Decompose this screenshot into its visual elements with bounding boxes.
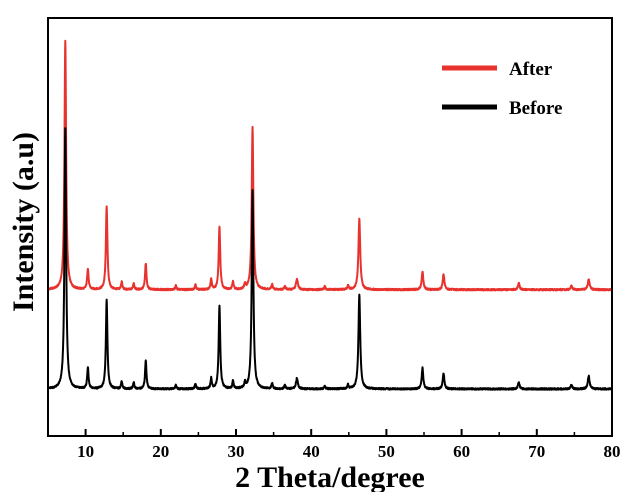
x-tick-label: 20 <box>152 442 169 461</box>
x-tick-label: 10 <box>77 442 94 461</box>
x-tick-label: 40 <box>303 442 320 461</box>
series-line-before <box>47 127 613 391</box>
series-layer <box>47 39 613 391</box>
legend: After Before <box>442 59 562 119</box>
x-tick-label: 50 <box>378 442 395 461</box>
y-axis-title: Intensity (a.u) <box>7 132 40 312</box>
x-tick-label: 80 <box>604 442 621 461</box>
x-tick-label: 70 <box>528 442 545 461</box>
x-axis-title: 2 Theta/degree <box>235 461 425 492</box>
legend-label-before: Before <box>509 98 562 119</box>
plot-frame <box>47 17 613 437</box>
x-ticks: 10 20 30 40 50 60 70 80 <box>47 429 621 461</box>
series-line-after <box>47 39 613 292</box>
x-tick-label: 60 <box>453 442 470 461</box>
x-tick-label: 30 <box>228 442 245 461</box>
legend-label-after: After <box>509 59 553 80</box>
